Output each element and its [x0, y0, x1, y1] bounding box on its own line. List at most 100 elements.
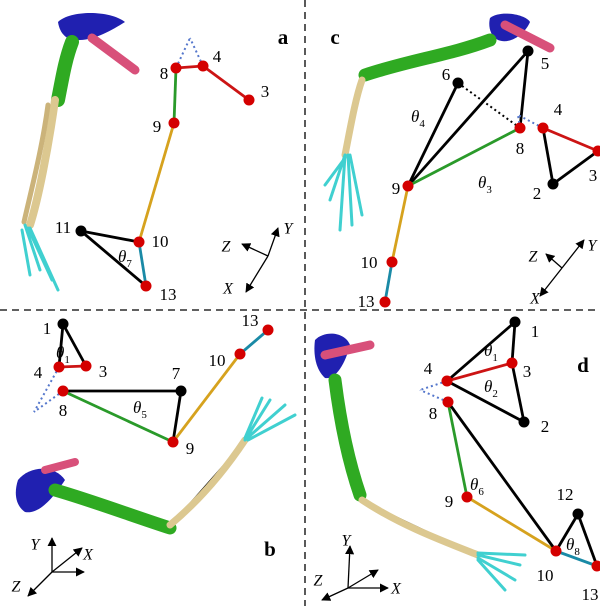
angle-label: θ3: [478, 173, 492, 196]
angle-index: 6: [478, 486, 484, 498]
axis-label: X: [390, 581, 402, 598]
joint-label: 4: [554, 100, 563, 119]
panel: 134829121013θ1θ2θ6θ8XYZd: [314, 317, 600, 604]
segment: [174, 68, 176, 123]
joint: [453, 78, 464, 89]
joint-label: 4: [213, 47, 222, 66]
joint-label: 3: [523, 362, 532, 381]
axis-label: Y: [31, 537, 42, 554]
joint-label: 13: [242, 311, 259, 330]
joint: [507, 358, 518, 369]
joint: [387, 257, 398, 268]
joint: [551, 546, 562, 557]
axis-label: Y: [284, 221, 295, 238]
axis-arrow: [52, 548, 82, 572]
axis-arrow: [546, 254, 562, 268]
arm-model: [16, 398, 295, 528]
joint-label: 1: [531, 322, 540, 341]
joint: [176, 386, 187, 397]
joint-label: 8: [516, 139, 525, 158]
joint: [548, 179, 559, 190]
joint: [523, 46, 534, 57]
joint-label: 3: [99, 362, 108, 381]
axis-label: Y: [342, 533, 353, 550]
angle-label: θ2: [484, 377, 498, 400]
segment: [543, 128, 598, 151]
axis-arrow: [562, 240, 584, 268]
angle-symbol: θ: [484, 341, 492, 360]
segment: [81, 231, 139, 242]
joint: [171, 63, 182, 74]
joint-label: 10: [152, 232, 169, 251]
joint-label: 13: [582, 585, 599, 604]
axis-label: X: [82, 547, 94, 564]
joint: [168, 437, 179, 448]
panel-label: d: [577, 353, 589, 377]
angle-index: 7: [126, 258, 132, 270]
axis-arrow: [348, 546, 350, 588]
segment: [520, 51, 528, 128]
angle-label: θ1: [484, 341, 498, 364]
segment: [203, 66, 249, 100]
panel-label: a: [278, 25, 289, 49]
axis-label: Z: [529, 249, 539, 266]
angle-symbol: θ: [470, 475, 478, 494]
segment: [240, 330, 268, 354]
joint-label: 3: [261, 82, 270, 101]
joint-label: 13: [160, 285, 177, 304]
angle-index: 8: [574, 546, 580, 558]
joint-label: 5: [541, 54, 550, 73]
joint-label: 8: [429, 404, 438, 423]
axis-arrow: [322, 588, 348, 600]
panel-label: b: [264, 537, 276, 561]
joint: [198, 61, 209, 72]
joint-label: 8: [59, 401, 68, 420]
joint-label: 3: [589, 166, 598, 185]
axis-label: Y: [588, 238, 599, 255]
joint: [169, 118, 180, 129]
joint-label: 1: [43, 319, 52, 338]
segment: [408, 51, 528, 186]
angle-symbol: θ: [118, 247, 126, 266]
joint-label: 11: [55, 218, 71, 237]
axis-arrow: [28, 572, 52, 596]
joint-label: 2: [533, 184, 542, 203]
angle-index: 4: [419, 118, 425, 130]
axis-arrow: [246, 256, 268, 292]
joint-label: 4: [34, 363, 43, 382]
joint-label: 10: [209, 351, 226, 370]
axis-arrow: [348, 570, 378, 588]
axis-label: Z: [12, 579, 22, 596]
arm-model: [325, 14, 550, 230]
segment: [408, 128, 520, 186]
angle-symbol: θ: [484, 377, 492, 396]
angle-index: 3: [486, 184, 492, 196]
axis-label: Z: [222, 239, 232, 256]
joint-label: 9: [392, 179, 401, 198]
joint-label: 10: [537, 566, 554, 585]
joint-label: 9: [153, 117, 162, 136]
angle-label: θ5: [133, 398, 147, 421]
angle-symbol: θ: [566, 535, 574, 554]
axis-arrow: [540, 268, 562, 296]
joint: [235, 349, 246, 360]
segment: [578, 514, 597, 566]
joint: [141, 281, 152, 292]
segment: [139, 123, 174, 242]
joint-label: 8: [160, 64, 169, 83]
joint: [592, 561, 600, 572]
joint: [380, 297, 391, 308]
segment: [543, 128, 553, 184]
joint: [58, 386, 69, 397]
joint: [443, 397, 454, 408]
arm-model: [314, 334, 525, 590]
joint: [81, 361, 92, 372]
axis-label: Z: [314, 573, 324, 590]
joint: [403, 181, 414, 192]
joint-label: 7: [172, 364, 181, 383]
joint-label: 9: [186, 439, 195, 458]
axis-arrow: [268, 228, 278, 256]
angle-index: 1: [64, 354, 70, 366]
segment: [467, 497, 556, 551]
